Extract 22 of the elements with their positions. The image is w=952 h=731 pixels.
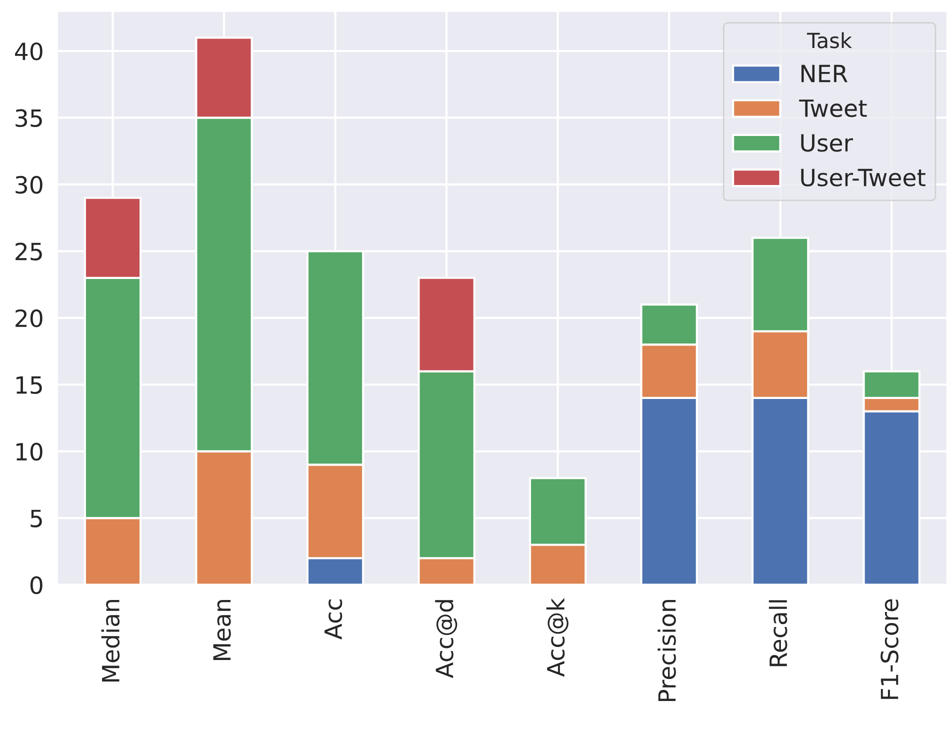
x-tick-label: Mean bbox=[213, 600, 231, 660]
x-tick-label: Recall bbox=[768, 600, 788, 666]
legend-label: Tweet bbox=[799, 100, 867, 118]
y-tick-label: 25 bbox=[16, 242, 42, 260]
x-tick-label: Median bbox=[101, 600, 120, 682]
y-tick-label: 30 bbox=[16, 176, 42, 194]
x-tick-label: F1-Score bbox=[880, 599, 898, 699]
y-tick-label: 0 bbox=[30, 576, 42, 594]
y-tick-label: 15 bbox=[16, 376, 42, 394]
legend-label: User bbox=[801, 134, 853, 152]
legend-title: Task bbox=[806, 32, 852, 48]
x-tick-label: Acc bbox=[324, 599, 342, 640]
x-tick-label: Acc@k bbox=[546, 598, 568, 677]
legend-label: NER bbox=[801, 64, 848, 82]
x-tick-label: Precision bbox=[658, 600, 676, 702]
y-tick-label: 40 bbox=[15, 42, 42, 60]
legend-label: User-Tweet bbox=[801, 168, 926, 186]
y-tick-label: 20 bbox=[16, 309, 42, 328]
x-tick-label: Acc@d bbox=[435, 600, 458, 678]
y-tick-label: 10 bbox=[16, 442, 42, 461]
y-tick-label: 35 bbox=[16, 109, 42, 128]
y-tick-label: 5 bbox=[30, 510, 42, 528]
